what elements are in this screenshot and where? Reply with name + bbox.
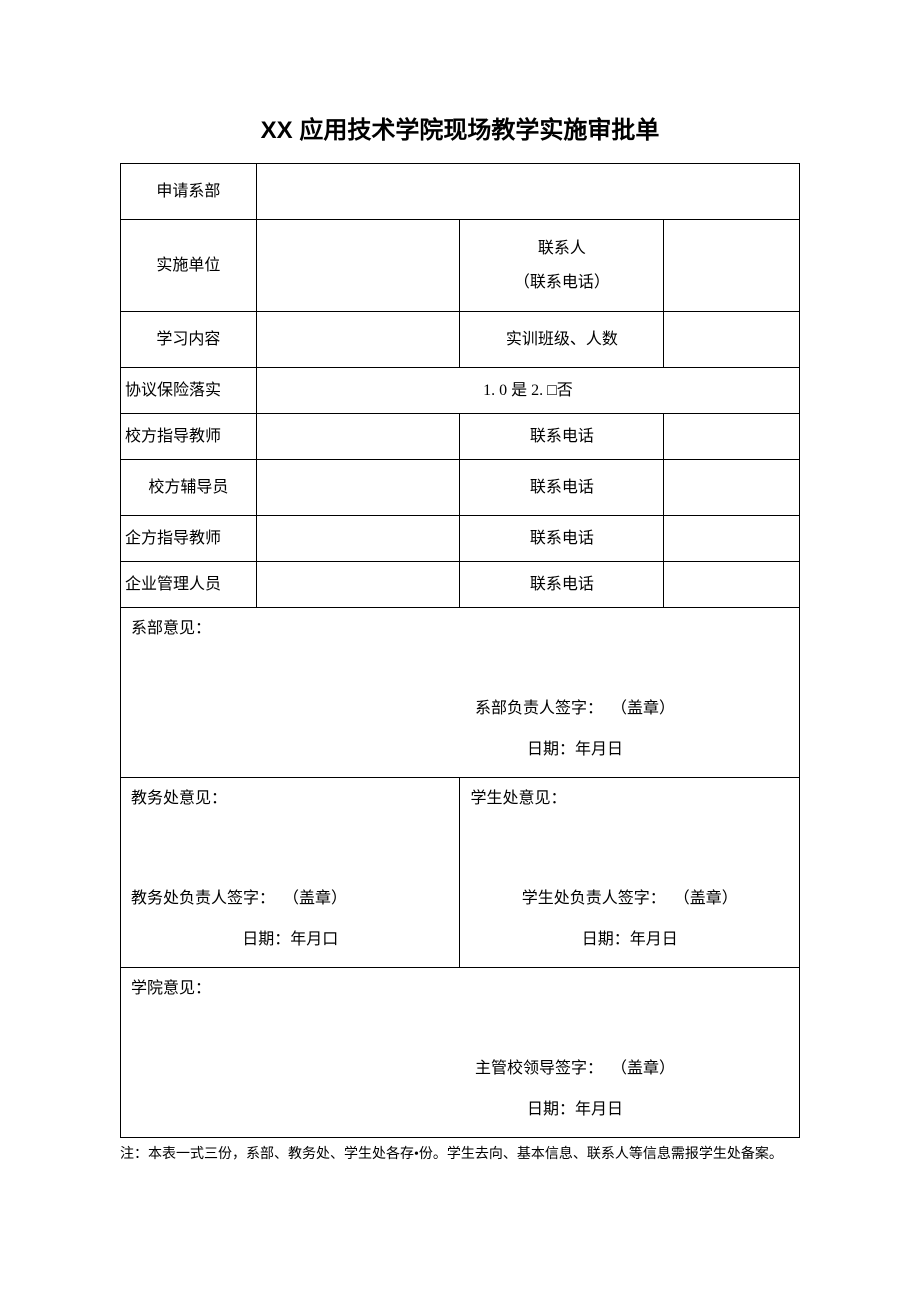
contact-phone-sub-text: （联系电话） xyxy=(466,270,657,296)
label-class-count: 实训班级、人数 xyxy=(460,312,664,368)
table-row: 企方指导教师 联系电话 xyxy=(121,516,800,562)
student-date-text: 日期：年月日 xyxy=(470,927,789,953)
college-date-text: 日期：年月日 xyxy=(131,1097,789,1123)
table-row: 实施单位 联系人 （联系电话） xyxy=(121,220,800,312)
value-class-count xyxy=(664,312,800,368)
academic-sign-text: 教务处负责人签字： （盖章） xyxy=(131,886,449,912)
label-study-content: 学习内容 xyxy=(121,312,257,368)
college-opinion-title: 学院意见： xyxy=(131,976,789,1002)
dept-opinion-cell: 系部意见： 系部负责人签字： （盖章） 日期：年月日 xyxy=(121,608,800,778)
college-opinion-sign-block: 主管校领导签字： （盖章） 日期：年月日 xyxy=(131,1056,789,1129)
label-insurance: 协议保险落实 xyxy=(121,368,257,414)
college-sign-text: 主管校领导签字： （盖章） xyxy=(131,1056,789,1082)
student-opinion-sign-block: 学生处负责人签字： （盖章） 日期：年月日 xyxy=(470,886,789,959)
page-title: XX 应用技术学院现场教学实施审批单 xyxy=(120,110,800,145)
table-row: 企业管理人员 联系电话 xyxy=(121,562,800,608)
academic-opinion-cell: 教务处意见： 教务处负责人签字： （盖章） 日期：年月口 xyxy=(121,778,460,968)
dept-sign-text: 系部负责人签字： （盖章） xyxy=(131,696,789,722)
student-opinion-title: 学生处意见： xyxy=(470,786,789,812)
label-phone-2: 联系电话 xyxy=(460,460,664,516)
label-school-teacher: 校方指导教师 xyxy=(121,414,257,460)
label-impl-unit: 实施单位 xyxy=(121,220,257,312)
table-row: 学习内容 实训班级、人数 xyxy=(121,312,800,368)
table-row: 协议保险落实 1. 0 是 2. □否 xyxy=(121,368,800,414)
value-apply-dept xyxy=(256,164,799,220)
value-insurance: 1. 0 是 2. □否 xyxy=(256,368,799,414)
label-company-teacher: 企方指导教师 xyxy=(121,516,257,562)
value-phone-1 xyxy=(664,414,800,460)
table-row: 校方辅导员 联系电话 xyxy=(121,460,800,516)
value-study-content xyxy=(256,312,460,368)
dept-date-text: 日期：年月日 xyxy=(131,737,789,763)
value-school-counselor xyxy=(256,460,460,516)
value-impl-unit xyxy=(256,220,460,312)
value-company-manager xyxy=(256,562,460,608)
label-phone-1: 联系电话 xyxy=(460,414,664,460)
value-school-teacher xyxy=(256,414,460,460)
approval-form-table: 申请系部 实施单位 联系人 （联系电话） 学习内容 实训班级、人数 协议保险落实… xyxy=(120,163,800,1138)
label-phone-3: 联系电话 xyxy=(460,516,664,562)
student-opinion-cell: 学生处意见： 学生处负责人签字： （盖章） 日期：年月日 xyxy=(460,778,800,968)
academic-opinion-sign-block: 教务处负责人签字： （盖章） 日期：年月口 xyxy=(131,886,449,959)
label-phone-4: 联系电话 xyxy=(460,562,664,608)
value-company-teacher xyxy=(256,516,460,562)
table-row: 校方指导教师 联系电话 xyxy=(121,414,800,460)
table-row: 学院意见： 主管校领导签字： （盖章） 日期：年月日 xyxy=(121,968,800,1138)
value-phone-2 xyxy=(664,460,800,516)
label-contact-person: 联系人 （联系电话） xyxy=(460,220,664,312)
value-phone-4 xyxy=(664,562,800,608)
academic-date-text: 日期：年月口 xyxy=(131,927,449,953)
table-row: 申请系部 xyxy=(121,164,800,220)
footnote: 注：本表一式三份，系部、教务处、学生处各存•份。学生去向、基本信息、联系人等信息… xyxy=(120,1144,800,1165)
label-school-counselor: 校方辅导员 xyxy=(121,460,257,516)
value-phone-3 xyxy=(664,516,800,562)
table-row: 教务处意见： 教务处负责人签字： （盖章） 日期：年月口 学生处意见： 学生处负… xyxy=(121,778,800,968)
student-sign-text: 学生处负责人签字： （盖章） xyxy=(470,886,789,912)
dept-opinion-sign-block: 系部负责人签字： （盖章） 日期：年月日 xyxy=(131,696,789,769)
label-apply-dept: 申请系部 xyxy=(121,164,257,220)
table-row: 系部意见： 系部负责人签字： （盖章） 日期：年月日 xyxy=(121,608,800,778)
dept-opinion-title: 系部意见： xyxy=(131,616,789,642)
academic-opinion-title: 教务处意见： xyxy=(131,786,449,812)
value-contact-person xyxy=(664,220,800,312)
contact-person-text: 联系人 xyxy=(466,236,657,262)
label-company-manager: 企业管理人员 xyxy=(121,562,257,608)
college-opinion-cell: 学院意见： 主管校领导签字： （盖章） 日期：年月日 xyxy=(121,968,800,1138)
